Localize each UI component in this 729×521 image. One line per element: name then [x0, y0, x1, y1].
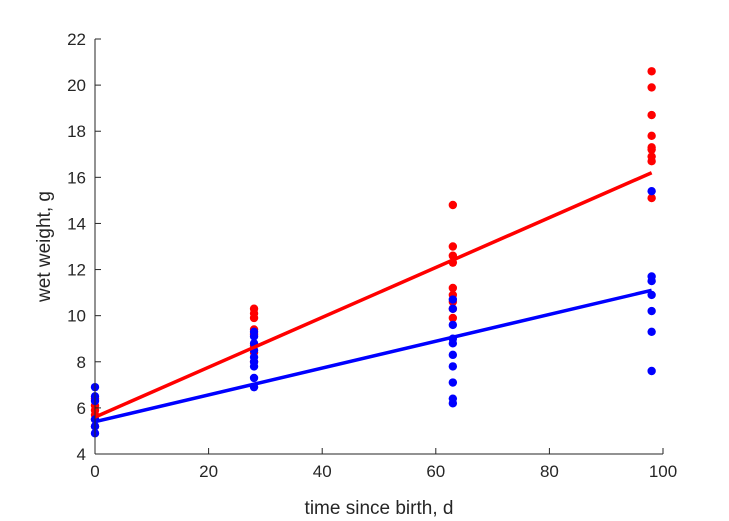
data-point: [647, 152, 656, 161]
y-tick-label: 10: [67, 307, 86, 326]
data-point: [448, 378, 458, 387]
data-point: [647, 306, 656, 316]
data-point: [448, 362, 458, 371]
data-point: [448, 295, 458, 304]
x-tick-label: 80: [540, 462, 559, 481]
axes: 0 20 40 60 80 100 4 6 8 10 12 14 16 18 20 22: [67, 30, 677, 481]
data-point: [647, 290, 656, 300]
y-tick-label: 4: [77, 445, 86, 464]
y-tick-label: 18: [67, 122, 86, 141]
data-point: [647, 272, 656, 281]
data-point: [448, 304, 458, 313]
data-point: [647, 186, 656, 196]
data-point: [448, 283, 458, 293]
data-point: [249, 352, 259, 362]
x-tick-label: 0: [90, 462, 99, 481]
data-point: [647, 366, 656, 376]
data-point: [249, 373, 259, 383]
data-point: [448, 242, 458, 251]
x-tick-label: 60: [426, 462, 445, 481]
series-2: [90, 186, 656, 438]
data-point: [249, 304, 259, 313]
data-point: [448, 350, 458, 360]
data-point: [448, 320, 458, 330]
y-tick-label: 14: [67, 214, 86, 233]
x-tick-label: 40: [313, 462, 332, 481]
data-point: [647, 67, 656, 76]
x-tick-label: 100: [649, 462, 677, 481]
data-point: [249, 327, 259, 337]
data-point: [448, 200, 458, 210]
data-point: [647, 193, 656, 203]
data-point: [647, 83, 656, 92]
y-tick-label: 8: [77, 353, 86, 372]
series-1: [90, 67, 656, 431]
y-tick-label: 12: [67, 261, 86, 280]
data-point: [448, 313, 458, 323]
y-tick-label: 22: [67, 30, 86, 49]
x-tick-label: 20: [199, 462, 218, 481]
data-point: [647, 110, 656, 120]
data-point: [647, 143, 656, 152]
series-layer: [90, 67, 656, 438]
fit-line-1: [94, 171, 653, 419]
y-axis-label: wet weight, g: [34, 191, 55, 303]
y-tick-label: 6: [77, 399, 86, 418]
x-axis-label: time since birth, d: [305, 498, 454, 519]
data-point: [647, 327, 656, 337]
fit-line-2: [94, 288, 653, 424]
data-point: [448, 394, 458, 403]
y-tick-label: 16: [67, 168, 86, 187]
y-tick-label: 20: [67, 76, 86, 95]
data-point: [647, 131, 656, 141]
